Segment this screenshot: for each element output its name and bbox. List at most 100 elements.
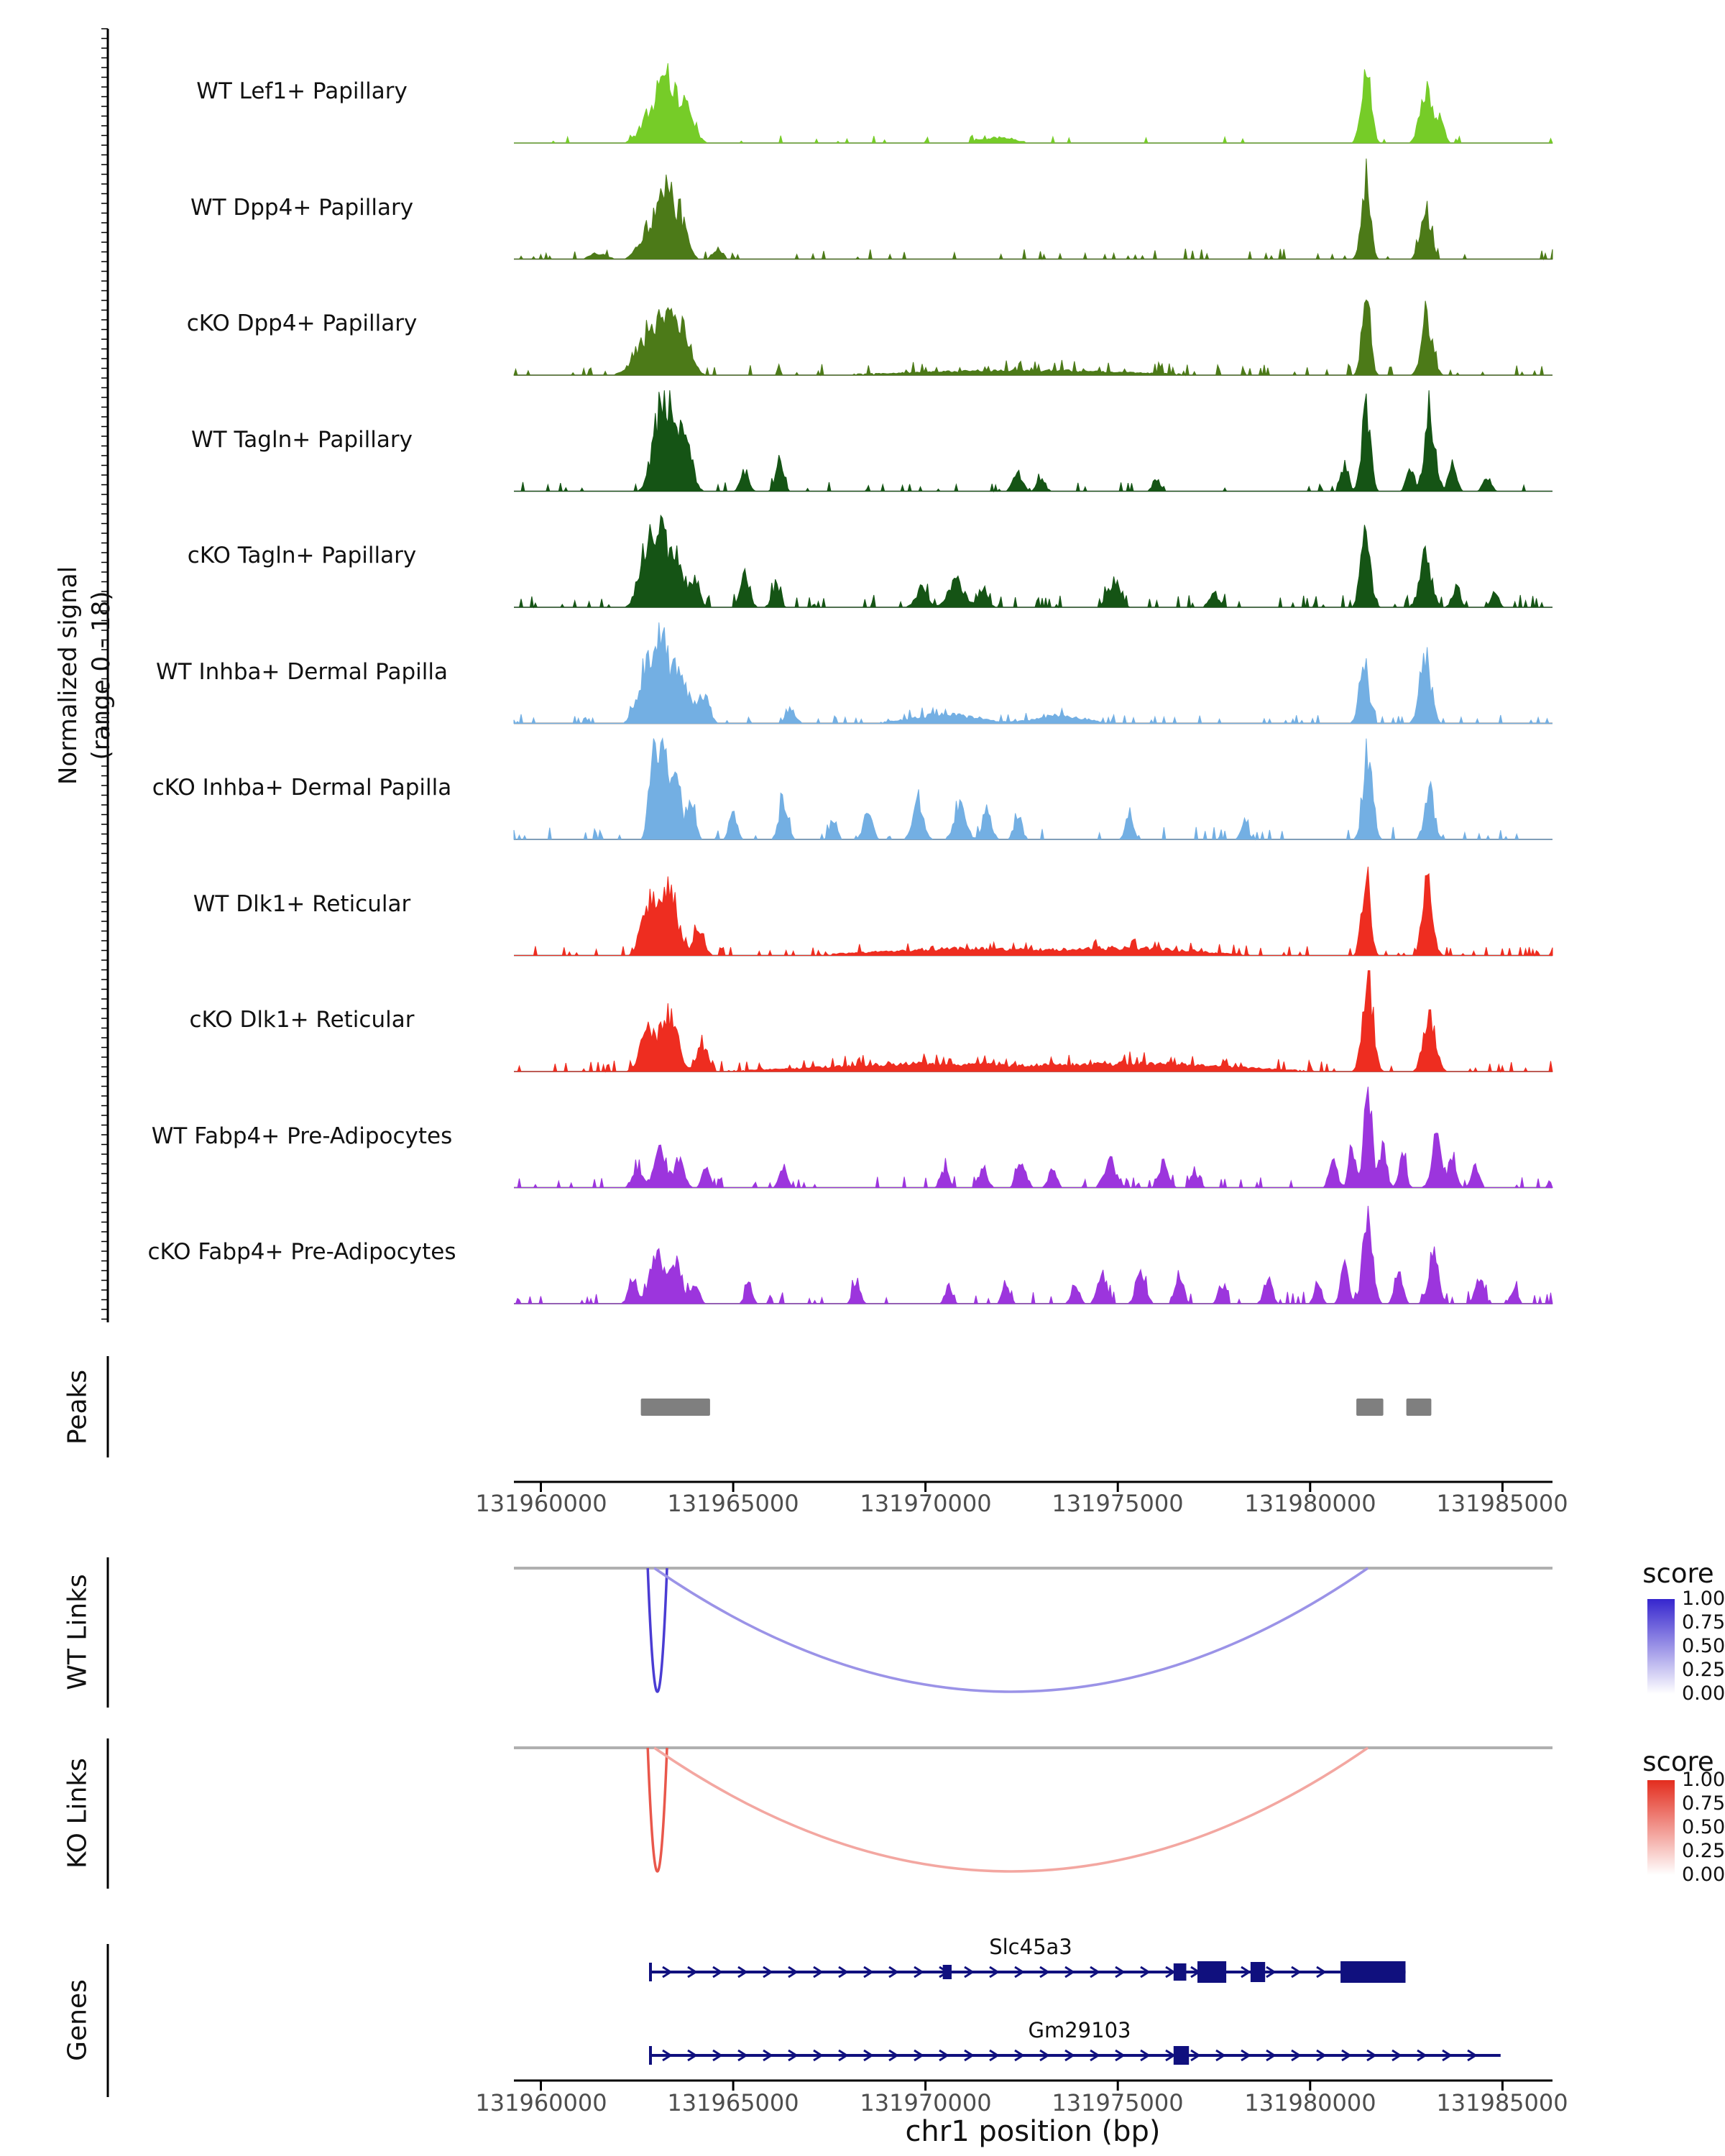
exon — [942, 1965, 952, 1979]
strand-arrow — [1090, 2049, 1100, 2062]
strand-arrow — [888, 1966, 899, 1978]
axis2-tick-131970000: 131970000 — [860, 2089, 992, 2116]
coverage-track-3 — [514, 390, 1552, 493]
coverage-track-10 — [514, 1205, 1553, 1305]
coverage-axis-label-line1: Normalized signal — [54, 566, 83, 786]
strand-arrow — [737, 1966, 748, 1978]
track-label-cko-dlk1: cKO Dlk1+ Reticular — [189, 1007, 415, 1033]
track-label-wt-inhba: WT Inhba+ Dermal Papilla — [156, 659, 448, 685]
strand-arrow — [1064, 2049, 1075, 2062]
exon — [1173, 2046, 1190, 2065]
strand-arrow — [1266, 2049, 1276, 2062]
strand-arrow — [989, 2049, 1000, 2062]
strand-arrow — [712, 2049, 723, 2062]
strand-arrow — [1341, 2049, 1352, 2062]
ko-legend-tick-100: 1.00 — [1682, 1769, 1725, 1791]
strand-arrow — [662, 1966, 673, 1978]
axis2-tick-131965000: 131965000 — [667, 2089, 799, 2116]
strand-arrow — [687, 1966, 698, 1978]
track-label-cko-fabp4: cKO Fabp4+ Pre-Adipocytes — [147, 1239, 456, 1265]
wt-legend-tick-000: 0.00 — [1682, 1682, 1725, 1705]
score-legend-gradient — [1647, 1780, 1675, 1875]
strand-arrow — [687, 2049, 698, 2062]
track-label-wt-dlk1: WT Dlk1+ Reticular — [193, 891, 411, 917]
track-label-wt-fabp4: WT Fabp4+ Pre-Adipocytes — [151, 1123, 453, 1149]
strand-arrow — [737, 2049, 748, 2062]
strand-arrow — [813, 1966, 824, 1978]
strand-arrow — [1392, 2049, 1402, 2062]
strand-arrow — [1316, 1966, 1327, 1978]
track-label-wt-dpp4: WT Dpp4+ Papillary — [190, 195, 414, 221]
wt-links-legend-title: score — [1642, 1558, 1714, 1589]
strand-arrow — [888, 2049, 899, 2062]
gene-label-gm29103: Gm29103 — [1028, 2018, 1131, 2042]
ko-legend-tick-075: 0.75 — [1682, 1792, 1725, 1815]
strand-arrow — [1467, 2049, 1478, 2062]
track-label-wt-tagln: WT Tagln+ Papillary — [191, 427, 413, 453]
link-arc — [653, 1567, 1369, 1693]
score-legend-gradient — [1647, 1599, 1675, 1694]
strand-arrow — [788, 2049, 799, 2062]
strand-arrow — [1190, 2049, 1201, 2062]
coverage-track-4 — [514, 514, 1552, 609]
strand-arrow — [863, 1966, 874, 1978]
strand-arrow — [939, 2049, 949, 2062]
genes-section-label: Genes — [63, 1979, 93, 2061]
strand-arrow — [1215, 2049, 1226, 2062]
strand-arrow — [964, 2049, 975, 2062]
peaks-section-label: Peaks — [63, 1369, 93, 1445]
wt-legend-tick-075: 0.75 — [1682, 1611, 1725, 1634]
peak-region — [640, 1399, 710, 1416]
coverage-track-1 — [514, 158, 1553, 261]
axis2-tick-131980000: 131980000 — [1244, 2089, 1376, 2116]
strand-arrow — [1014, 2049, 1025, 2062]
coverage-track-0 — [514, 63, 1553, 144]
axis1-tick-131970000: 131970000 — [860, 1490, 992, 1517]
strand-arrow — [1291, 2049, 1302, 2062]
strand-arrow — [1241, 1966, 1251, 1978]
strand-arrow — [1140, 1966, 1151, 1978]
strand-arrow — [763, 2049, 773, 2062]
strand-arrow — [838, 2049, 849, 2062]
coverage-track-9 — [514, 1087, 1553, 1189]
strand-arrow — [1291, 1966, 1302, 1978]
axis1-tick-131965000: 131965000 — [667, 1490, 799, 1517]
ko-links-section-label: KO Links — [63, 1758, 93, 1869]
link-arc — [653, 1746, 1369, 1873]
strand-arrow — [1442, 2049, 1453, 2062]
strand-arrow — [1115, 2049, 1126, 2062]
strand-arrow — [763, 1966, 773, 1978]
axis2-tick-131985000: 131985000 — [1436, 2089, 1568, 2116]
wt-legend-tick-050: 0.50 — [1682, 1635, 1725, 1657]
coverage-track-6 — [513, 737, 1552, 841]
strand-arrow — [914, 2049, 924, 2062]
coverage-track-7 — [514, 866, 1553, 957]
strand-arrow — [1039, 1966, 1050, 1978]
peak-region — [1356, 1399, 1384, 1416]
strand-arrow — [1090, 1966, 1100, 1978]
ko-links-legend-title: score — [1642, 1746, 1714, 1777]
track-label-wt-lef1: WT Lef1+ Papillary — [196, 78, 408, 104]
axis1-tick-131960000: 131960000 — [475, 1490, 607, 1517]
exon — [1250, 1962, 1266, 1982]
strand-arrow — [712, 1966, 723, 1978]
wt-legend-tick-025: 0.25 — [1682, 1659, 1725, 1681]
strand-arrow — [1115, 1966, 1126, 1978]
strand-arrow — [1039, 2049, 1050, 2062]
wt-links-section-label: WT Links — [63, 1574, 93, 1690]
ko-legend-tick-000: 0.00 — [1682, 1864, 1725, 1886]
track-label-cko-dpp4: cKO Dpp4+ Papillary — [186, 310, 418, 336]
strand-arrow — [662, 2049, 673, 2062]
strand-arrow — [1014, 1966, 1025, 1978]
strand-arrow — [1140, 2049, 1151, 2062]
strand-arrow — [1064, 1966, 1075, 1978]
axis1-tick-131985000: 131985000 — [1436, 1490, 1568, 1517]
ko-legend-tick-025: 0.25 — [1682, 1840, 1725, 1862]
strand-arrow — [964, 1966, 975, 1978]
coverage-track-8 — [514, 970, 1553, 1073]
exon — [1340, 1961, 1406, 1983]
strand-arrow — [1316, 2049, 1327, 2062]
strand-arrow — [1417, 2049, 1427, 2062]
link-arc — [646, 1747, 668, 1873]
axis1-tick-131980000: 131980000 — [1244, 1490, 1376, 1517]
